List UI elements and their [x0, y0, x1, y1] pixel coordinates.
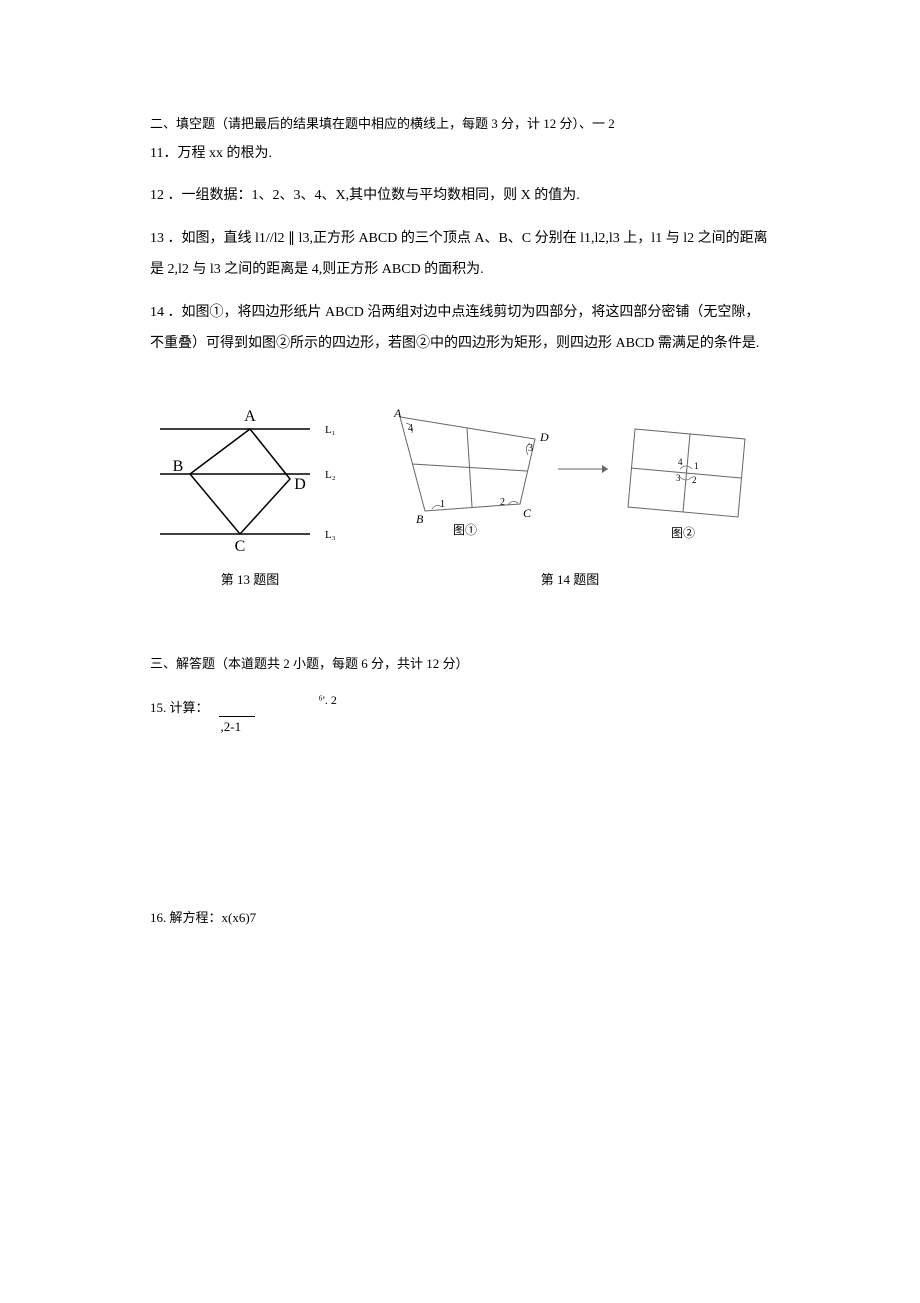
fraction-bar [219, 716, 255, 717]
svg-text:3: 3 [676, 473, 681, 483]
svg-text:A: A [393, 406, 402, 420]
svg-text:A: A [244, 408, 256, 425]
svg-text:2: 2 [692, 475, 697, 485]
svg-text:B: B [416, 512, 424, 526]
svg-text:图①: 图① [453, 523, 477, 537]
svg-text:L₃: L₃ [325, 529, 336, 541]
svg-text:B: B [173, 458, 184, 475]
figure-13-svg: A B C D L₁ L₂ L₃ [150, 399, 350, 559]
svg-text:C: C [523, 506, 532, 520]
section-3-header: 三、解答题（本道题共 2 小题，每题 6 分，共计 12 分） [150, 650, 770, 679]
question-15-top: ⁶'. 2 [319, 694, 337, 706]
question-13: 13 ．如图，直线 l1//l2 ∥ l3,正方形 ABCD 的三个顶点 A、B… [150, 224, 770, 286]
svg-text:1: 1 [694, 461, 699, 471]
question-16: 16. 解方程：x(x6)7 [150, 904, 770, 933]
question-14: 14 ．如图①，将四边形纸片 ABCD 沿两组对边中点连线剪切为四部分，将这四部… [150, 298, 770, 360]
svg-text:L₂: L₂ [325, 469, 336, 481]
svg-text:2: 2 [500, 497, 505, 508]
question-15: 15. 计算： ⁶'. 2 ,2-1 [150, 694, 770, 744]
figure-14-caption: 第 14 题图 [541, 571, 600, 589]
svg-text:D: D [294, 476, 306, 493]
question-15-prefix: 15. 计算： [150, 694, 209, 723]
svg-text:1: 1 [440, 499, 445, 510]
svg-text:3: 3 [528, 443, 533, 454]
svg-text:C: C [235, 538, 246, 555]
figure-14-block: A B C D 4 3 1 2 图① 4 1 3 [380, 399, 760, 589]
question-12: 12 ．一组数据：1、2、3、4、X,其中位数与平均数相同，则 X 的值为. [150, 181, 770, 212]
svg-text:4: 4 [678, 457, 683, 467]
svg-text:图②: 图② [671, 526, 695, 540]
section-2-header: 二、填空题（请把最后的结果填在题中相应的横线上，每题 3 分，计 12 分）、一… [150, 110, 770, 139]
svg-text:D: D [539, 430, 549, 444]
figures-row: A B C D L₁ L₂ L₃ 第 13 题图 A B C D 4 3 1 2 [150, 399, 770, 589]
figure-13-caption: 第 13 题图 [221, 571, 280, 589]
svg-text:L₁: L₁ [325, 424, 336, 436]
question-15-expression: ⁶'. 2 ,2-1 [219, 694, 359, 744]
question-15-bottom: ,2-1 [221, 720, 242, 733]
figure-13-block: A B C D L₁ L₂ L₃ 第 13 题图 [150, 399, 350, 589]
question-11: 11．万程 xx 的根为. [150, 139, 770, 170]
figure-14-svg: A B C D 4 3 1 2 图① 4 1 3 [380, 399, 760, 559]
